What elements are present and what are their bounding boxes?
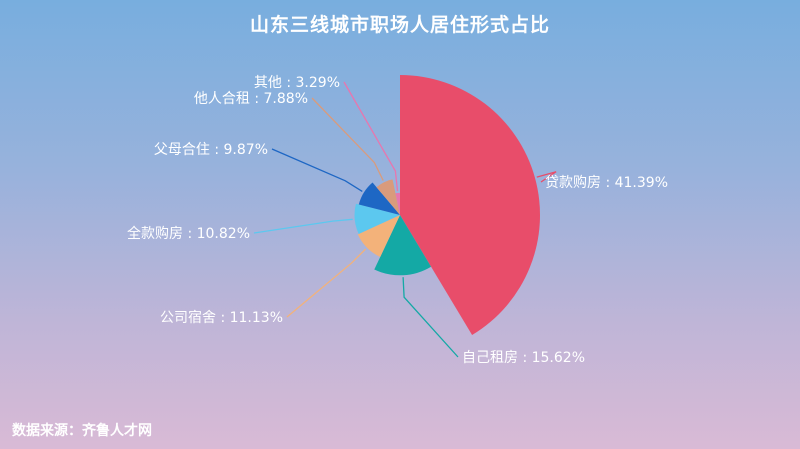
slice-自己租房-leader-line	[402, 277, 459, 358]
slice-贷款购房-label: 贷款购房 : 41.39%	[545, 175, 668, 191]
slice-父母合住-label: 父母合住 : 9.87%	[154, 142, 268, 158]
slice-父母合住-leader-line	[271, 148, 363, 192]
slice-贷款购房-leader-line	[536, 171, 557, 183]
slice-公司宿舍-label: 公司宿舍 : 11.13%	[160, 309, 283, 326]
slice-其他[interactable]	[395, 192, 400, 215]
chart-title: 山东三线城市职场人居住形式占比	[249, 14, 550, 36]
slice-公司宿舍-leader-line	[286, 248, 367, 318]
slice-自己租房-label: 自己租房 : 15.62%	[462, 350, 585, 366]
slice-公司宿舍[interactable]	[357, 215, 400, 257]
slice-全款购房[interactable]	[354, 203, 400, 234]
slice-全款购房-label: 全款购房 : 10.82%	[127, 225, 250, 242]
slice-贷款购房[interactable]	[400, 75, 541, 336]
slice-他人合租-leader-line	[311, 97, 384, 181]
slice-全款购房-leader-line	[253, 218, 353, 234]
slice-其他-label: 其他 : 3.29%	[254, 75, 340, 91]
data-source-note: 数据来源：齐鲁人才网	[12, 423, 152, 439]
slice-他人合租-label: 他人合租 : 7.88%	[194, 91, 308, 107]
slice-自己租房[interactable]	[374, 215, 432, 276]
slice-其他-leader-line	[343, 81, 399, 192]
slice-他人合租[interactable]	[376, 179, 400, 215]
slice-父母合住[interactable]	[358, 182, 400, 215]
